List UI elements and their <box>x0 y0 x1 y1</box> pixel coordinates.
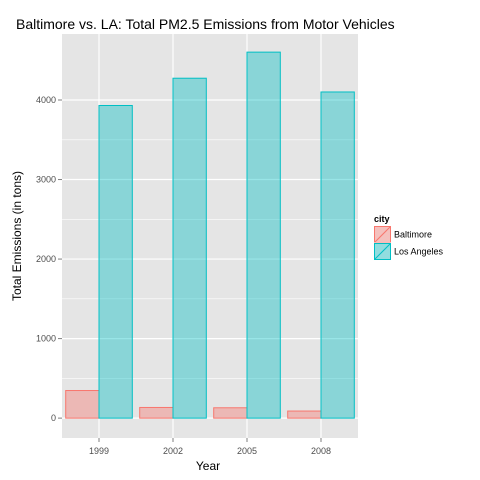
legend-title: city <box>374 214 390 224</box>
y-axis-title: Total Emissions (in tons) <box>10 171 24 301</box>
legend: city Baltimore Los Angeles <box>373 214 444 261</box>
y-axis-ticks: 0 1000 2000 3000 4000 <box>36 95 62 423</box>
x-axis-ticks: 1999 2002 2005 2008 <box>89 438 331 456</box>
y-tick-label: 2000 <box>36 254 56 264</box>
y-tick-label: 0 <box>51 413 56 423</box>
bars <box>65 51 355 419</box>
x-tick-label: 1999 <box>89 446 109 456</box>
bar-baltimore <box>213 407 248 419</box>
x-tick-label: 2002 <box>163 446 183 456</box>
legend-label: Los Angeles <box>394 247 444 257</box>
legend-swatch-slash <box>374 226 391 243</box>
bar-los-angeles <box>172 77 207 419</box>
y-tick-label: 4000 <box>36 95 56 105</box>
x-axis-title: Year <box>196 459 220 473</box>
x-tick-label: 2005 <box>237 446 257 456</box>
bar-los-angeles <box>320 91 355 419</box>
y-tick-label: 3000 <box>36 175 56 185</box>
bar-los-angeles <box>246 51 281 419</box>
x-tick-label: 2008 <box>311 446 331 456</box>
legend-swatch-slash <box>374 243 391 260</box>
bar-los-angeles <box>98 104 133 419</box>
bar-baltimore <box>287 410 322 419</box>
chart-title: Baltimore vs. LA: Total PM2.5 Emissions … <box>16 16 395 32</box>
legend-label: Baltimore <box>394 230 432 240</box>
bar-baltimore <box>65 390 100 419</box>
plot-panel <box>62 34 358 438</box>
bar-baltimore <box>139 406 174 419</box>
y-tick-label: 1000 <box>36 334 56 344</box>
